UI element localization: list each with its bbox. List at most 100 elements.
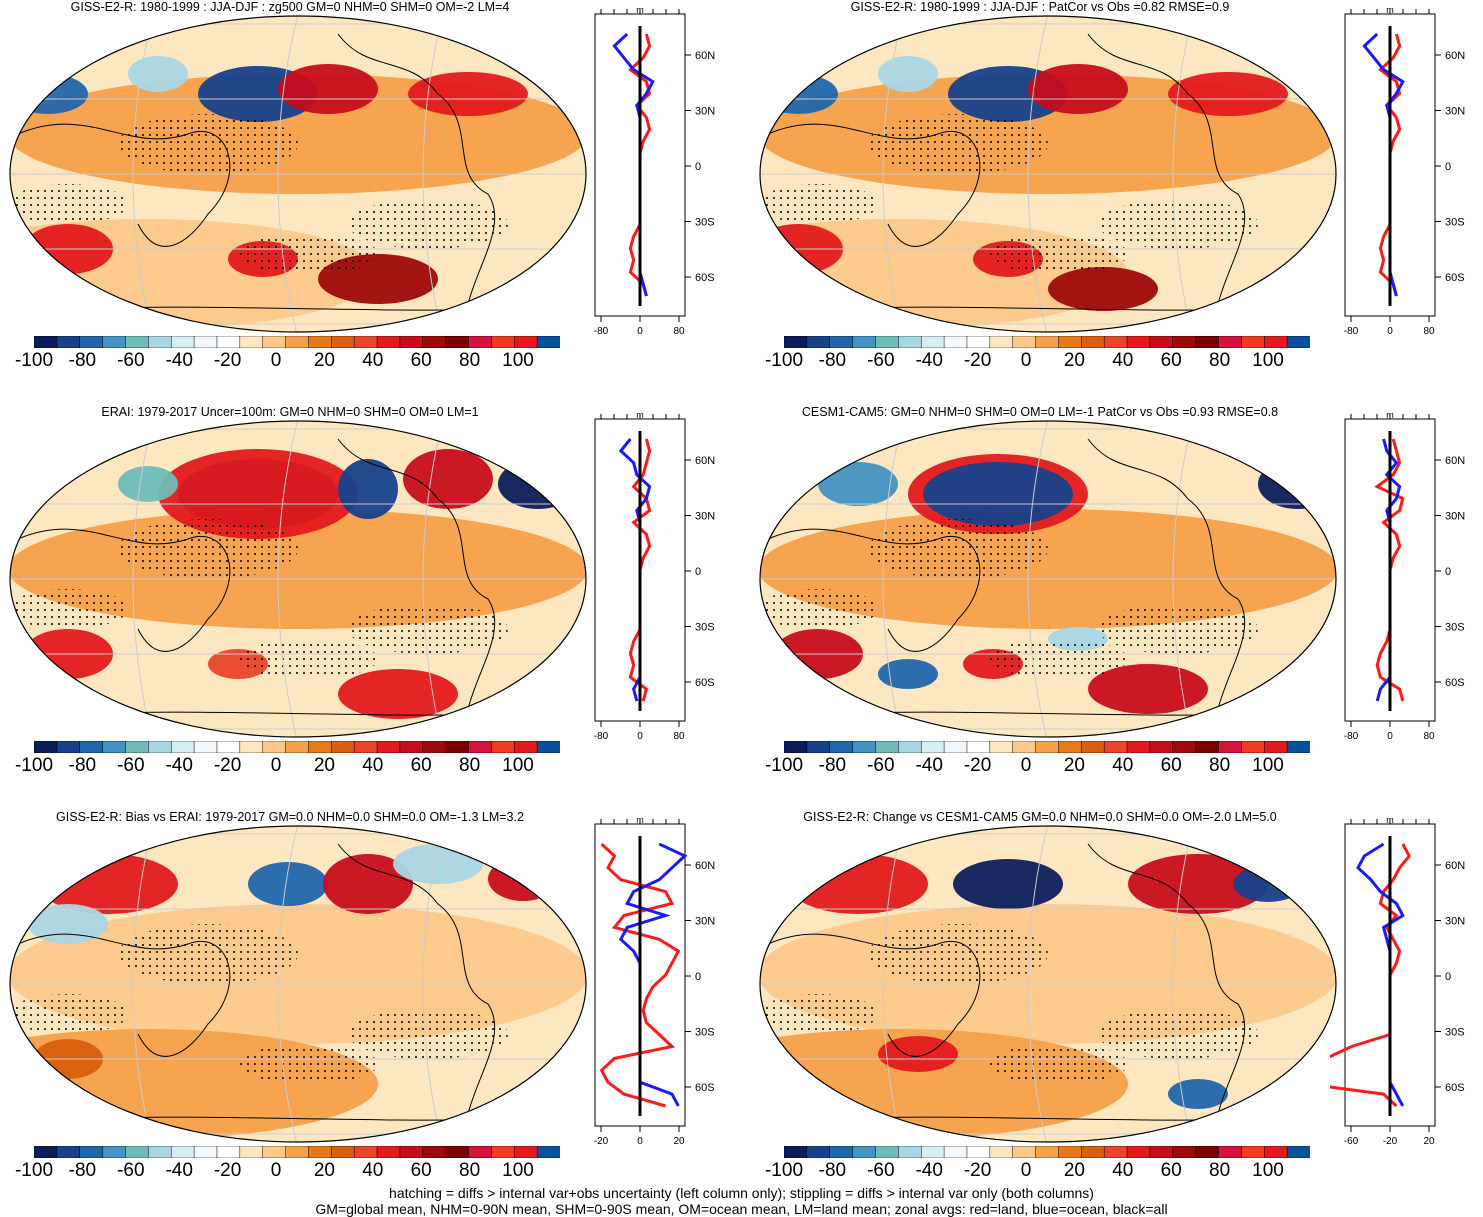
colorbar-swatch: [79, 741, 104, 753]
stippling: [988, 639, 1128, 679]
graticule-line: [1027, 421, 1049, 737]
colorbar-tick-label: -40: [915, 755, 943, 776]
stippling: [348, 604, 508, 654]
stippling: [1098, 1009, 1258, 1059]
colorbar-swatch: [1195, 741, 1220, 753]
zonal-ytick-label: 60N: [1445, 50, 1465, 62]
colorbar-tick-label: 80: [1209, 350, 1231, 371]
colorbar-tick-label: -60: [117, 755, 145, 776]
anomaly-contour: [1258, 459, 1336, 509]
zonal-mean-plot: -80080m60N30N030S60S: [1344, 411, 1465, 742]
colorbar-tick-label: 20: [313, 350, 335, 371]
colorbar-swatch: [148, 1146, 172, 1158]
colorbar-swatch: [1035, 741, 1060, 753]
colorbar-swatch: [784, 741, 808, 753]
anomaly-contour: [878, 1036, 958, 1072]
colorbar-swatch: [514, 741, 538, 753]
colorbar-swatch: [170, 336, 195, 348]
colorbar-tick-label: 40: [362, 1160, 384, 1181]
zonal-ytick-label: 60N: [695, 50, 715, 62]
colorbar-swatch: [966, 1146, 991, 1158]
colorbar-swatch: [1195, 336, 1220, 348]
stippling: [118, 924, 298, 984]
colorbar-swatch: [1241, 1146, 1266, 1158]
colorbar-swatch: [989, 336, 1014, 348]
zonal-ytick-label: 60S: [1445, 272, 1465, 284]
colorbar-swatch: [468, 1146, 493, 1158]
zonal-xtick-label: -80: [594, 326, 609, 337]
colorbar-swatch: [1264, 741, 1288, 753]
colorbar-swatch: [353, 741, 378, 753]
colorbar-swatch: [1081, 741, 1105, 753]
colorbar-swatch: [239, 741, 264, 753]
zonal-mean-plot: -80080m60N30N030S60S: [1344, 6, 1465, 337]
colorbar-swatch: [170, 1146, 195, 1158]
colorbar-swatch: [1012, 1146, 1037, 1158]
colorbar-swatch: [806, 336, 831, 348]
colorbar-tick-label: 20: [1063, 1160, 1085, 1181]
colorbar-tick-label: 60: [410, 1160, 432, 1181]
zonal-ytick-label: 30N: [1445, 916, 1465, 928]
colorbar-swatch: [102, 336, 127, 348]
colorbar-tick-label: -100: [764, 350, 804, 371]
zonal-ytick-label: 0: [695, 566, 701, 578]
colorbar-swatch: [56, 741, 81, 753]
colorbar-swatch: [1172, 336, 1197, 348]
colorbar-swatch: [784, 1146, 808, 1158]
colorbar-swatch: [1149, 1146, 1174, 1158]
colorbar-swatch: [216, 1146, 241, 1158]
colorbar-swatch: [331, 1146, 355, 1158]
colorbar-swatch: [422, 336, 447, 348]
anomaly-contour: [760, 74, 838, 114]
colorbar-tick-label: -60: [117, 350, 145, 371]
colorbar-swatch: [285, 1146, 310, 1158]
panel-title: GISS-E2-R: Change vs CESM1-CAM5 GM=0.0 N…: [803, 810, 1277, 824]
anomaly-contour: [118, 466, 178, 502]
colorbar-tick-label: -20: [963, 350, 992, 371]
coastline: [337, 33, 496, 305]
colorbar-tick-label: 40: [362, 350, 384, 371]
colorbar-swatch: [399, 336, 424, 348]
colorbar-swatch: [1218, 336, 1243, 348]
colorbar-swatch: [875, 1146, 900, 1158]
anomaly-contour: [953, 859, 1063, 909]
graticule-line: [882, 16, 904, 332]
stippling: [238, 1044, 378, 1084]
graticule-line: [132, 421, 154, 737]
zonal-ytick-label: 60N: [1445, 860, 1465, 872]
colorbar-tick-label: -80: [818, 350, 847, 371]
colorbar-tick-label: 80: [459, 350, 481, 371]
colorbar-swatch: [966, 741, 991, 753]
colorbar-tick-label: 0: [1020, 1160, 1032, 1181]
zonal-xtick-label: -60: [1344, 1136, 1359, 1147]
colorbar-swatch: [1149, 336, 1174, 348]
zonal-xtick-label: 80: [1423, 326, 1435, 337]
graticule-line: [422, 826, 444, 1142]
graticule-line: [422, 421, 444, 737]
colorbar-tick-label: -100: [764, 1160, 804, 1181]
colorbar-swatch: [102, 741, 127, 753]
colorbar-swatch: [806, 741, 831, 753]
colorbar-swatch: [875, 741, 900, 753]
colorbar-labels: -100 -80 -60 -40 -20 0 20 40 60 80 100: [764, 755, 1324, 777]
colorbar-tick-label: 80: [1209, 1160, 1231, 1181]
coastline: [17, 933, 231, 1057]
colorbar-tick-label: 100: [1252, 755, 1284, 776]
colorbar-swatch: [1058, 741, 1083, 753]
colorbar: [784, 336, 1310, 348]
zonal-ytick-label: 30S: [1445, 217, 1465, 229]
colorbar-swatch: [1149, 741, 1174, 753]
colorbar-swatch: [1103, 741, 1128, 753]
stippling: [10, 994, 128, 1034]
colorbar-swatch: [852, 336, 877, 348]
graticule-line: [277, 826, 299, 1142]
colorbar-swatch: [468, 741, 493, 753]
stippling: [10, 184, 128, 224]
colorbar-swatch: [331, 336, 355, 348]
colorbar-swatch: [125, 1146, 150, 1158]
colorbar-swatch: [514, 336, 538, 348]
colorbar-swatch: [1264, 336, 1288, 348]
colorbar-tick-label: 40: [1112, 755, 1134, 776]
zonal-xtick-label: 0: [637, 326, 643, 337]
colorbar-tick-label: -80: [818, 1160, 847, 1181]
